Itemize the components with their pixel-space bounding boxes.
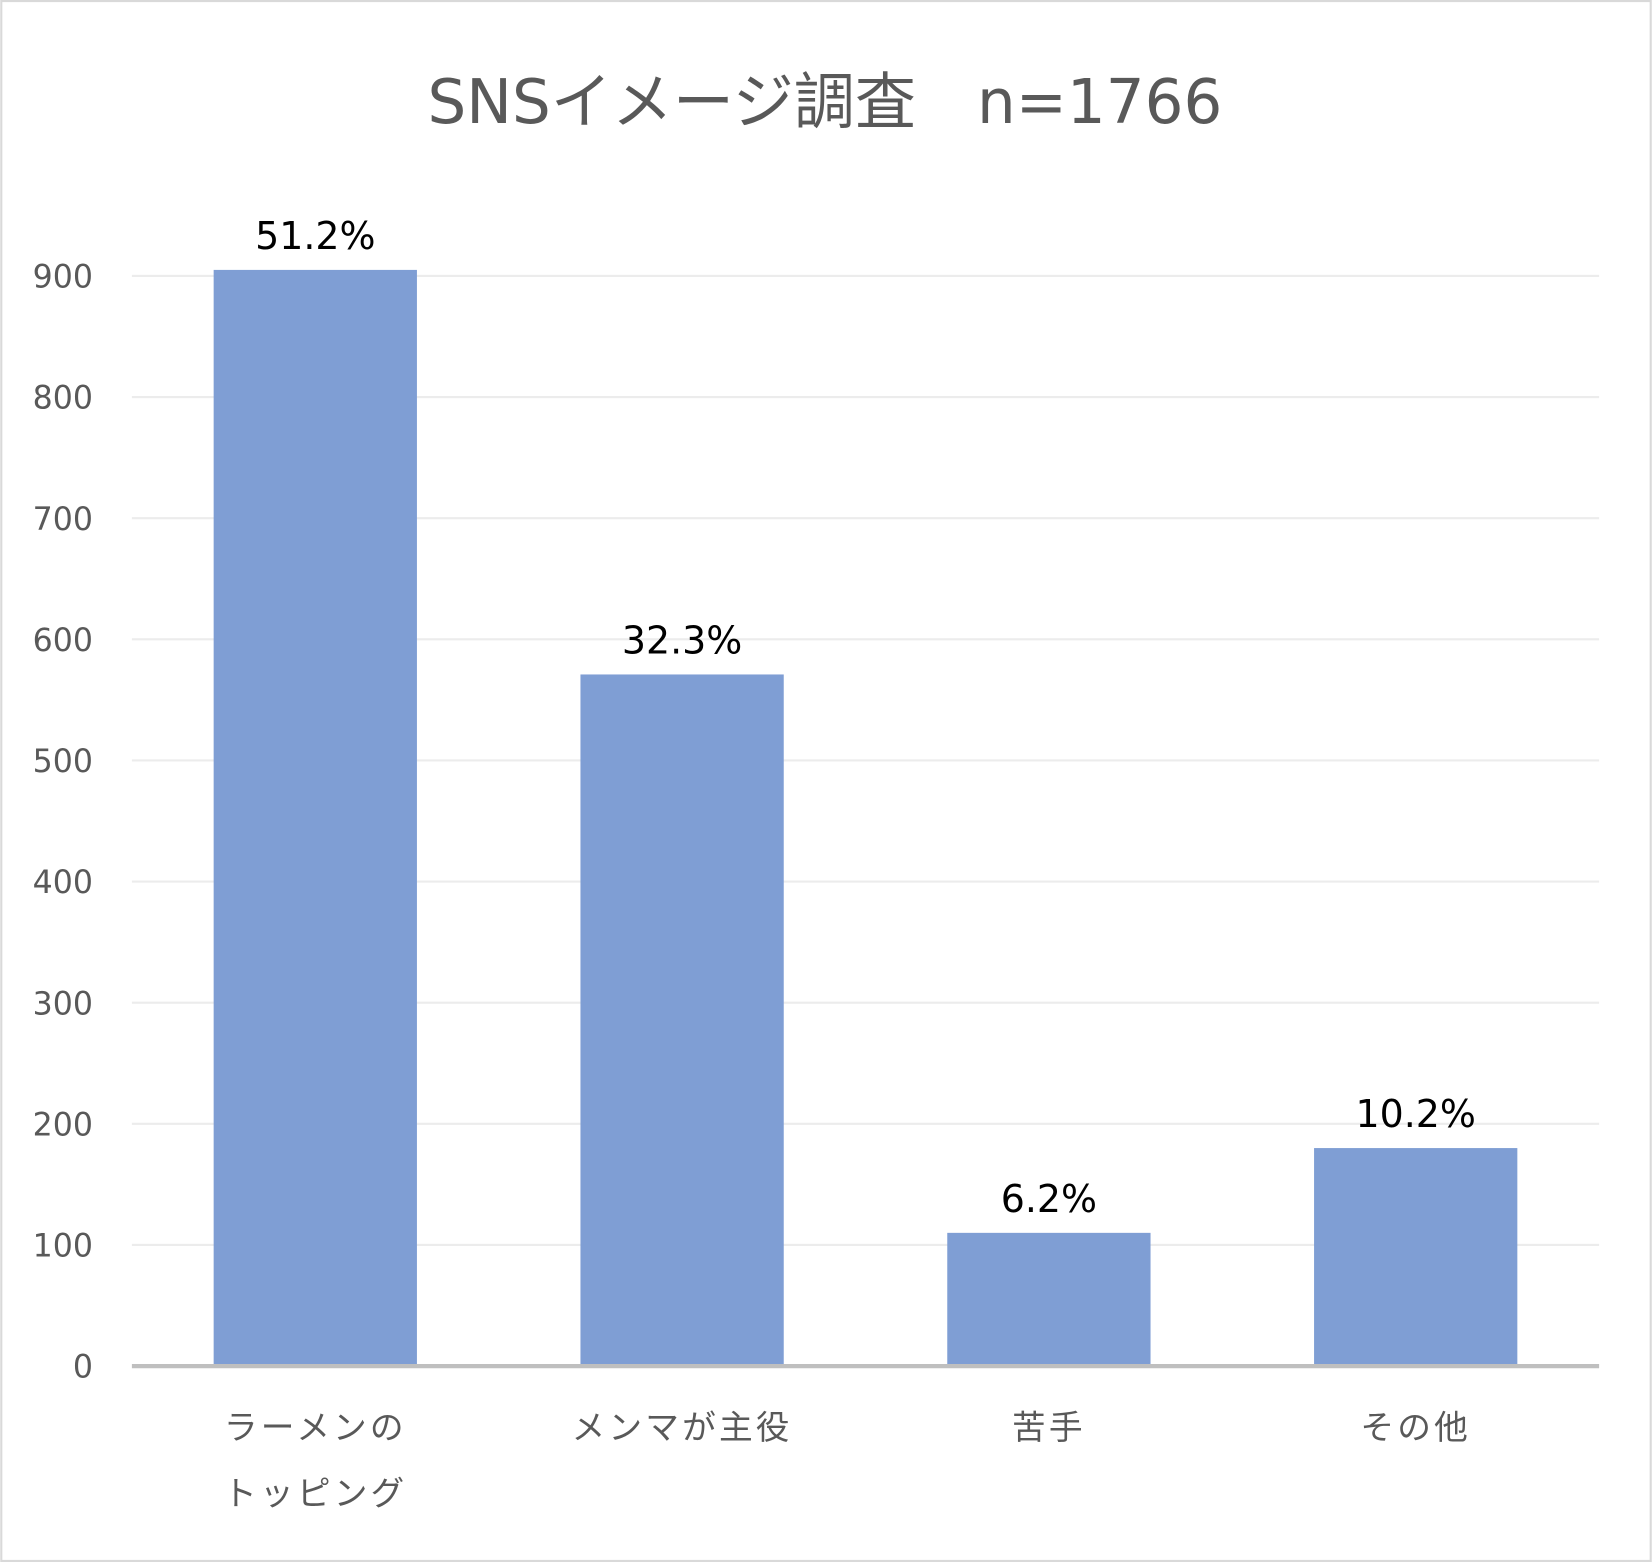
x-category-label: メンマが主役 xyxy=(572,1408,793,1447)
y-tick-label: 100 xyxy=(33,1229,93,1265)
y-tick-label: 400 xyxy=(33,865,93,901)
x-category-label: 苦手 xyxy=(1012,1408,1086,1447)
y-tick-label: 300 xyxy=(33,986,93,1022)
data-label: 6.2% xyxy=(1001,1177,1097,1221)
y-tick-label: 0 xyxy=(73,1350,93,1386)
data-label: 51.2% xyxy=(255,214,375,258)
y-tick-label: 600 xyxy=(33,623,93,659)
x-category-label: ラーメンの xyxy=(224,1408,407,1447)
y-tick-label: 500 xyxy=(33,744,93,780)
y-tick-label: 800 xyxy=(33,381,93,417)
data-label: 32.3% xyxy=(622,618,742,662)
bar xyxy=(580,674,784,1367)
bar xyxy=(1314,1148,1518,1367)
data-label: 10.2% xyxy=(1355,1092,1475,1136)
y-tick-label: 200 xyxy=(33,1107,93,1143)
x-category-label: トッピング xyxy=(223,1474,407,1513)
bar xyxy=(947,1232,1151,1367)
bar xyxy=(213,269,417,1367)
x-category-label: その他 xyxy=(1360,1408,1471,1447)
y-tick-label: 900 xyxy=(33,260,93,296)
y-tick-label: 700 xyxy=(33,502,93,538)
chart-title: SNSイメージ調査 n=1766 xyxy=(428,67,1223,138)
